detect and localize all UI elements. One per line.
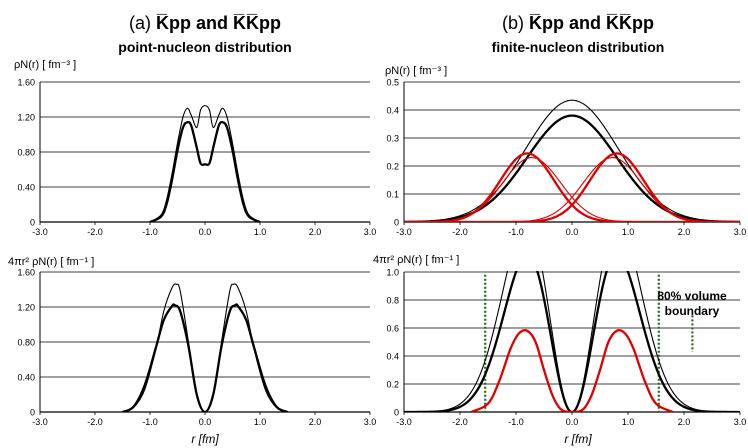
series-line xyxy=(404,157,740,222)
x-tick-label: -2.0 xyxy=(87,227,103,237)
x-tick-label: -3.0 xyxy=(32,227,48,237)
x-tick-label: -1.0 xyxy=(508,417,524,427)
y-tick-label: 0.80 xyxy=(17,338,35,348)
series-line xyxy=(122,303,288,412)
y-tick-label: 0 xyxy=(30,218,35,228)
y-tick-label: 0.6 xyxy=(386,324,399,334)
series-line xyxy=(149,120,261,222)
y-tick-label: 0.5 xyxy=(386,78,399,88)
x-tick-label: 0.0 xyxy=(199,417,212,427)
annotation-line-2: boundary xyxy=(665,304,720,318)
y-tick-label: 0.80 xyxy=(17,148,35,158)
chart-b-bottom: 0 0.2 0.4 0.6 0.8 1.0 -3.0 -2.0 -1.0 0.0 1.0 2.0 3.0 xyxy=(386,268,747,428)
series-line xyxy=(404,152,740,222)
x-tick-label: -1.0 xyxy=(142,227,158,237)
series-line xyxy=(122,283,288,412)
b-xlabel: r [fm] xyxy=(564,432,592,446)
x-tick-label: 1.0 xyxy=(254,417,267,427)
y-tick-label: 1.60 xyxy=(17,268,35,278)
right-title: (b) K̅pp and K̅K̅pp xyxy=(502,13,654,33)
x-tick-label: -3.0 xyxy=(396,227,412,237)
series-line xyxy=(404,114,740,222)
y-tick-label: 0 xyxy=(394,218,399,228)
chart-b-top: 0 0.1 0.2 0.3 0.4 0.5 -3.0 -2.0 -1.0 0.0 1.0 2.0 3.0 xyxy=(386,78,746,238)
x-tick-label: -3.0 xyxy=(396,417,412,427)
annotation-line-1: 80% volume xyxy=(657,289,727,303)
x-tick-label: 2.0 xyxy=(309,417,322,427)
x-tick-label: 3.0 xyxy=(734,227,747,237)
x-tick-label: 2.0 xyxy=(678,417,691,427)
x-tick-label: 3.0 xyxy=(734,417,747,427)
x-tick-label: -2.0 xyxy=(452,417,468,427)
y-tick-label: 0 xyxy=(394,408,399,418)
y-tick-label: 1.60 xyxy=(17,78,35,88)
left-title: (a) K̅pp and K̅K̅pp xyxy=(129,13,281,33)
x-tick-label: -3.0 xyxy=(32,417,48,427)
chart-a-top: 0 0.40 0.80 1.20 1.60 -3.0 -2.0 -1.0 0.0 1.0 2.0 3.… xyxy=(17,78,376,238)
y-tick-label: 0.40 xyxy=(17,183,35,193)
y-tick-label: 0.8 xyxy=(386,296,399,306)
x-tick-label: 1.0 xyxy=(622,227,635,237)
x-tick-label: -1.0 xyxy=(142,417,158,427)
series-line xyxy=(404,152,740,222)
x-tick-label: -2.0 xyxy=(452,227,468,237)
right-subtitle: finite-nucleon distribution xyxy=(492,39,665,55)
x-tick-label: 0.0 xyxy=(566,417,579,427)
series-line xyxy=(404,157,740,222)
y-tick-label: 0.2 xyxy=(386,162,399,172)
y-tick-label: 0.4 xyxy=(386,106,399,116)
x-tick-label: 2.0 xyxy=(678,227,691,237)
y-tick-label: 0.1 xyxy=(386,190,399,200)
y-tick-label: 0.4 xyxy=(386,352,399,362)
x-tick-label: 3.0 xyxy=(364,227,377,237)
y-tick-label: 0 xyxy=(30,408,35,418)
x-tick-label: 1.0 xyxy=(622,417,635,427)
x-tick-label: -2.0 xyxy=(87,417,103,427)
a-xlabel: r [fm] xyxy=(191,432,219,446)
series-line xyxy=(404,271,740,412)
a-bottom-ylabel: 4πr² ρN(r) [ fm⁻¹ ] xyxy=(8,256,94,268)
x-tick-label: -1.0 xyxy=(508,227,524,237)
y-tick-label: 0.40 xyxy=(17,373,35,383)
y-tick-label: 0.2 xyxy=(386,380,399,390)
x-tick-label: 0.0 xyxy=(566,227,579,237)
b-bottom-ylabel: 4πr² ρN(r) [ fm⁻¹ ] xyxy=(373,254,459,266)
series-line xyxy=(470,329,674,412)
series-line xyxy=(404,99,740,222)
x-tick-label: 3.0 xyxy=(364,417,377,427)
series-line xyxy=(404,271,740,412)
b-top-ylabel: ρN(r) [ fm⁻³ ] xyxy=(385,65,447,77)
x-tick-label: 0.0 xyxy=(199,227,212,237)
y-tick-label: 1.20 xyxy=(17,303,35,313)
left-subtitle: point-nucleon distribution xyxy=(118,39,291,55)
y-tick-label: 0.3 xyxy=(386,134,399,144)
x-tick-label: 2.0 xyxy=(309,227,322,237)
chart-a-bottom: 0 0.40 0.80 1.20 1.60 -3.0 -2.0 -1.0 0.0 1.0 2.0 3.… xyxy=(17,268,376,428)
y-tick-label: 1.0 xyxy=(386,268,399,278)
a-top-ylabel: ρN(r) [ fm⁻³ ] xyxy=(14,59,76,71)
y-tick-label: 1.20 xyxy=(17,113,35,123)
x-tick-label: 1.0 xyxy=(254,227,267,237)
